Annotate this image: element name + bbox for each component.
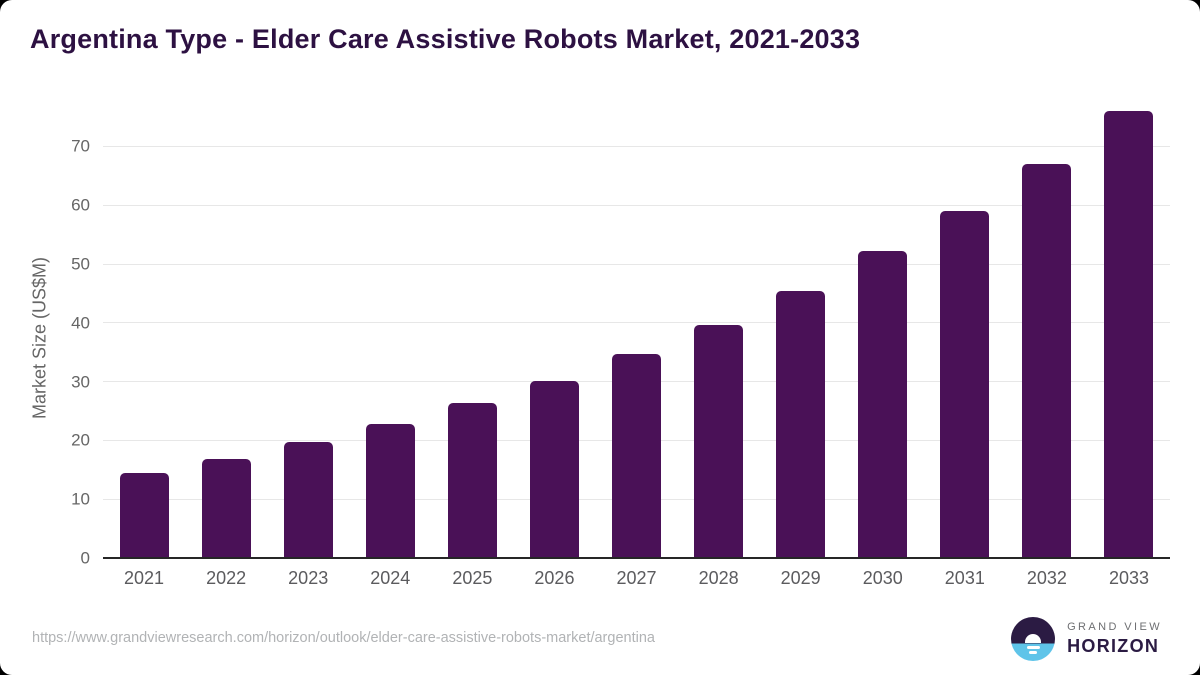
bar-2031[interactable] — [940, 211, 990, 558]
bar-2023[interactable] — [283, 442, 333, 558]
bar-2026[interactable] — [529, 381, 579, 558]
x-tick-label-2031: 2031 — [944, 568, 985, 588]
x-tick-label-2027: 2027 — [616, 568, 657, 588]
bar-2029[interactable] — [776, 291, 826, 558]
bar-slot-2023 — [267, 100, 349, 558]
brand-logo-text: GRAND VIEW HORIZON — [1067, 621, 1162, 657]
bar-slot-2029 — [760, 100, 842, 558]
source-url: https://www.grandviewresearch.com/horizo… — [32, 630, 655, 646]
y-tick-label-40: 40 — [71, 313, 90, 333]
bar-2021[interactable] — [119, 472, 169, 558]
sun-dome-shape — [1025, 634, 1042, 644]
x-tick-label-2033: 2033 — [1108, 568, 1149, 588]
y-tick-label-60: 60 — [71, 195, 90, 215]
y-tick-label-10: 10 — [71, 489, 90, 509]
x-tick-label-2032: 2032 — [1026, 568, 1067, 588]
bar-2024[interactable] — [365, 423, 415, 558]
plot-area — [103, 100, 1170, 559]
gridline-50 — [103, 263, 1170, 265]
brand-name-bottom: HORIZON — [1067, 636, 1160, 656]
brand-logo: GRAND VIEW HORIZON — [1011, 617, 1162, 661]
x-axis-line — [103, 557, 1170, 559]
water-ripple-shape — [1026, 645, 1040, 649]
y-tick-label-20: 20 — [71, 430, 90, 450]
bar-slot-2033 — [1088, 100, 1170, 558]
bar-slot-2028 — [678, 100, 760, 558]
bar-slot-2022 — [185, 100, 267, 558]
bar-slot-2021 — [103, 100, 185, 558]
x-tick-label-2022: 2022 — [206, 568, 247, 588]
horizon-sun-icon — [1011, 617, 1056, 661]
chart-title: Argentina Type - Elder Care Assistive Ro… — [30, 24, 861, 54]
x-tick-label-2021: 2021 — [124, 568, 165, 588]
y-axis-tick-labels: 0 10 20 30 40 50 60 70 — [0, 100, 90, 567]
gridline-60 — [103, 204, 1170, 206]
bar-slot-2026 — [513, 100, 595, 558]
y-tick-label-50: 50 — [71, 254, 90, 274]
bar-2027[interactable] — [612, 354, 661, 558]
bar-2030[interactable] — [858, 251, 908, 558]
bar-slot-2025 — [431, 100, 513, 558]
x-tick-label-2029: 2029 — [780, 568, 821, 588]
bar-2032[interactable] — [1022, 164, 1072, 558]
bar-2025[interactable] — [447, 402, 497, 558]
bar-2022[interactable] — [201, 458, 251, 558]
y-tick-label-30: 30 — [71, 372, 90, 392]
bar-slot-2031 — [924, 100, 1006, 558]
y-tick-label-70: 70 — [71, 136, 90, 156]
bar-slot-2030 — [842, 100, 924, 558]
x-tick-label-2023: 2023 — [288, 568, 329, 588]
x-tick-label-2024: 2024 — [370, 568, 411, 588]
x-tick-label-2025: 2025 — [452, 568, 493, 588]
x-tick-label-2026: 2026 — [534, 568, 575, 588]
bar-slot-2027 — [595, 100, 677, 558]
bar-series — [103, 100, 1170, 558]
x-tick-label-2028: 2028 — [698, 568, 739, 588]
bar-slot-2024 — [349, 100, 431, 558]
gridline-40 — [103, 322, 1170, 324]
bar-2028[interactable] — [694, 324, 744, 558]
bar-2033[interactable] — [1104, 111, 1154, 558]
bar-slot-2032 — [1006, 100, 1088, 558]
x-axis-labels: 2021 2022 2023 2024 2025 2026 2027 2028 2029 2030… — [103, 568, 1170, 589]
x-tick-label-2030: 2030 — [862, 568, 903, 588]
y-tick-label-0: 0 — [80, 548, 90, 568]
gridline-70 — [103, 145, 1170, 147]
water-ripple-shape — [1029, 651, 1038, 654]
brand-name-top: GRAND VIEW — [1067, 621, 1162, 633]
